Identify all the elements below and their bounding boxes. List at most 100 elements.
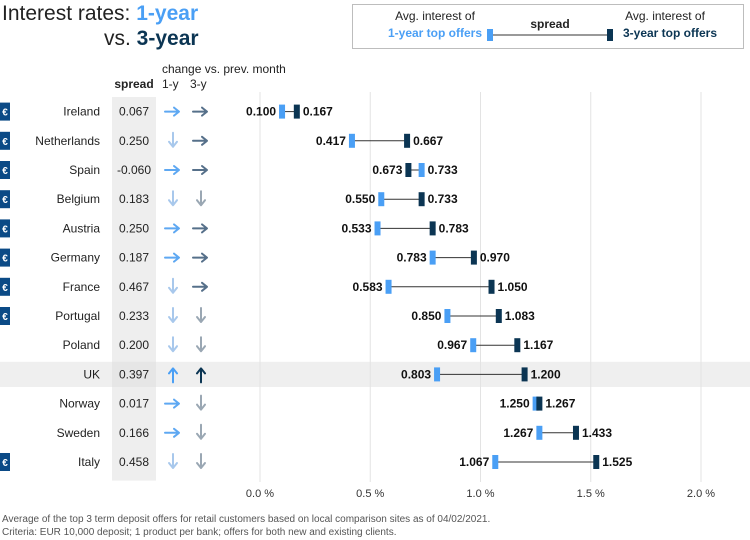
one-year-marker [492,455,499,469]
change-1y-arrow [164,223,180,234]
one-year-marker [418,163,425,177]
high-value-label: 1.433 [582,426,612,440]
spread-value: 0.187 [119,251,149,265]
euro-badge [0,190,10,209]
change-3y-header: 3-y [190,77,207,91]
country-label: Netherlands [35,134,100,148]
change-1y-arrow [168,307,178,323]
legend-3y-marker [607,29,613,41]
three-year-marker [293,104,300,119]
euro-badge-label: € [2,224,8,235]
change-1y-arrow [164,106,180,117]
country-label: UK [83,367,100,381]
country-label: Portugal [55,309,100,323]
legend-left-top: Avg. interest of [395,9,475,23]
chart-title-line1: Interest rates: 1-year [2,2,198,26]
spread-value: 0.250 [119,134,149,148]
legend-middle: spread [530,17,569,31]
three-year-marker [536,396,543,411]
change-column-header: change vs. prev. month [162,62,286,76]
change-1y-arrow [164,398,180,409]
high-value-label: 0.970 [480,251,510,265]
change-3y-arrow [192,165,208,175]
euro-badge-label: € [2,312,8,323]
three-year-marker [470,250,477,265]
three-year-marker [521,367,528,382]
low-value-label: 0.850 [411,309,441,323]
x-tick-label: 0.5 % [356,488,384,500]
chart-title-vs: vs. [104,27,137,50]
spread-value: 0.166 [119,426,149,440]
high-value-label: 1.167 [523,338,553,352]
one-year-marker [374,221,381,236]
change-3y-arrow [196,423,206,440]
country-label: Sweden [57,426,100,440]
three-year-marker [572,425,579,440]
change-1y-arrow [168,367,178,384]
high-value-label: 1.083 [505,309,535,323]
chart-title-3year: 3-year [136,27,199,50]
change-3y-arrow [196,307,206,323]
change-1y-arrow [164,252,180,263]
change-1y-arrow [168,277,178,294]
legend-right-top: Avg. interest of [625,9,705,23]
euro-badge [0,102,10,121]
change-3y-arrow [196,394,206,411]
spread-value: 0.233 [119,309,149,323]
one-year-marker [470,338,477,353]
three-year-marker [404,133,411,148]
euro-badge-label: € [2,458,8,469]
low-value-label: 0.803 [401,367,431,381]
one-year-marker [444,309,451,323]
three-year-marker [495,309,502,323]
spread-value: 0.458 [119,455,149,469]
euro-badge [0,161,10,179]
euro-badge-label: € [2,195,8,206]
spread-column-bg [112,97,156,481]
low-value-label: 1.067 [459,455,489,469]
three-year-marker [429,221,436,236]
country-label: Ireland [63,105,100,119]
change-1y-arrow [164,427,180,438]
spread-value: 0.467 [119,280,149,294]
country-label: Norway [59,397,100,411]
change-3y-arrow [196,336,206,353]
country-label: Poland [63,338,100,352]
one-year-marker [429,250,436,265]
legend [352,4,744,49]
country-label: Germany [51,251,100,265]
one-year-marker [532,396,539,411]
country-label: Belgium [57,192,100,206]
country-label: France [63,280,101,294]
change-3y-arrow [192,223,208,234]
chart-title-line2: vs. 3-year [104,27,199,51]
low-value-label: 1.267 [503,426,533,440]
change-3y-arrow [196,453,206,469]
change-3y-arrow [192,106,208,117]
spread-column-header: spread [114,77,153,91]
one-year-marker [385,279,392,294]
change-1y-arrow [168,336,178,353]
low-value-label: 0.533 [341,221,371,235]
high-value-label: 1.200 [531,367,561,381]
legend-1y-marker [487,29,493,41]
legend-left-bottom: 1-year top offers [388,26,482,40]
high-value-label: 0.167 [303,105,333,119]
change-3y-arrow [196,367,206,384]
euro-badge [0,307,10,325]
low-value-label: 0.550 [345,192,375,206]
euro-badge [0,453,10,471]
spread-value: 0.200 [119,338,149,352]
x-tick-label: 0.0 % [246,488,274,500]
euro-badge-label: € [2,166,8,177]
low-value-label: 1.250 [500,397,530,411]
euro-badge-label: € [2,137,8,148]
euro-badge-label: € [2,108,8,119]
low-value-label: 0.783 [397,251,427,265]
change-1y-arrow [168,131,178,148]
spread-value: -0.060 [117,163,151,177]
one-year-marker [536,425,543,440]
low-value-label: 0.673 [372,163,402,177]
euro-badge [0,277,10,296]
